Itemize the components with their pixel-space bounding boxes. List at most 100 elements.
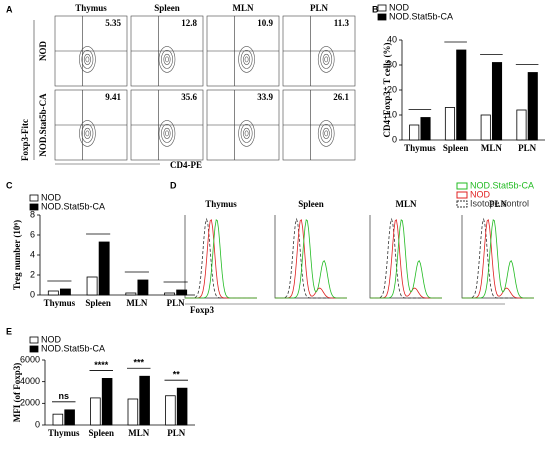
contour [83,127,91,139]
legend-swatch [29,194,39,202]
y-tick-label: 8 [30,209,35,219]
bar [101,378,113,426]
bar [164,292,176,296]
contour [322,127,330,139]
bar [176,387,188,426]
flow-percentage: 9.41 [105,92,121,102]
contour [163,127,171,139]
contour [320,50,333,69]
contour [317,46,335,73]
y-tick-label: 0 [30,289,35,299]
stat5b-curve [275,219,347,299]
flow-percentage: 11.3 [334,18,350,28]
legend-swatch [456,182,468,190]
legend-label: NOD [470,189,491,199]
bar [456,49,467,141]
flow-percentage: 10.9 [257,18,273,28]
x-tick-label: Thymus [44,298,76,308]
contour [243,127,251,139]
contour [161,50,173,69]
significance-label: **** [94,360,109,370]
x-tick-label: Spleen [88,428,114,438]
contour [238,120,255,147]
bar [98,241,110,296]
contour [322,53,330,65]
legend-label: NOD [41,192,62,202]
contour [85,130,90,137]
flow-percentage: 35.6 [181,92,197,102]
x-tick-label: PLN [518,143,537,153]
bar [480,114,491,141]
histogram-title: Thymus [205,199,237,209]
contour [158,120,176,147]
legend-swatch [29,336,39,344]
contour [324,56,329,63]
y-tick-label: 6000 [20,354,40,364]
y-tick-label: 2 [30,269,35,279]
contour [79,120,96,147]
x-tick-label: MLN [126,298,147,308]
x-tick-label: MLN [481,143,502,153]
contour [85,56,90,63]
bar [444,107,456,141]
y-tick-label: 4000 [20,376,40,386]
contour [79,46,96,73]
y-tick-label: 2000 [20,398,40,408]
legend-swatch [29,345,39,353]
stat5b-curve [462,219,534,299]
y-tick-label: 20 [387,84,397,94]
y-tick-label: 40 [387,34,397,44]
x-tick-label: PLN [167,428,186,438]
contour [238,46,255,73]
panel-letter: B [372,4,379,14]
legend-label: NOD.Stat5b-CA [470,180,534,190]
y-tick-label: 0 [392,134,397,144]
contour [244,56,249,63]
contour [165,56,169,63]
bar [516,109,527,141]
y-tick-label: 0 [35,419,40,429]
legend-label: NOD [41,334,62,344]
legend-swatch [377,4,387,12]
contour [243,53,251,65]
flow-column-label: Thymus [75,3,107,13]
contour [240,123,253,143]
bar [90,397,101,426]
bar [139,375,150,426]
contour [320,123,333,143]
bar [64,409,75,426]
flow-column-label: Spleen [154,3,180,13]
flow-xlabel: CD4-PE [170,160,202,170]
panel-letter: D [170,180,177,190]
contour [165,130,169,137]
x-tick-label: Spleen [443,143,469,153]
flow-percentage: 5.35 [105,18,121,28]
bar [409,124,420,141]
significance-label: ** [173,370,181,380]
flow-row-label: NOD.Stat5b-CA [38,93,48,157]
legend-label: NOD [389,2,410,12]
panel-letter: A [6,4,13,14]
significance-label: ns [58,391,69,401]
x-tick-label: Thymus [48,428,80,438]
contour [158,46,176,73]
x-tick-label: MLN [128,428,149,438]
contour [161,123,173,143]
legend-label: NOD.Stat5b-CA [389,11,453,21]
panel-letter: E [6,326,12,336]
bar [176,289,188,296]
panel-letter: C [6,180,13,190]
flow-percentage: 12.8 [181,18,197,28]
bar [165,395,176,426]
flow-column-label: PLN [310,3,329,13]
x-tick-label: PLN [167,298,186,308]
contour [83,53,91,65]
y-tick-label: 30 [387,59,397,69]
legend-swatch [29,203,39,211]
bar [59,288,71,296]
contour [244,130,249,137]
y-tick-label: 10 [387,109,397,119]
legend-swatch [377,13,387,21]
histogram-title: Spleen [298,199,324,209]
legend-swatch [456,191,468,199]
